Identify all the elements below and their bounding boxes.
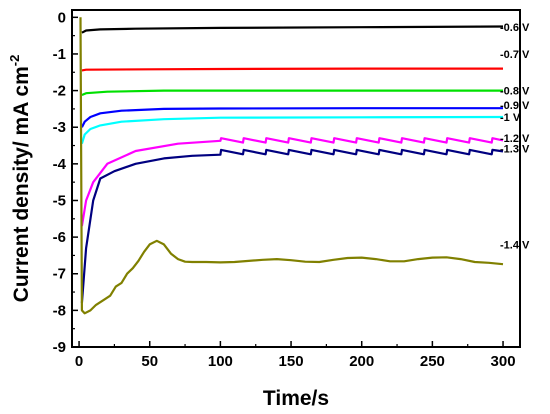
x-axis-title: Time/s	[263, 387, 329, 410]
x-tick-label: 100	[208, 353, 233, 370]
y-tick-label: -5	[53, 192, 66, 209]
plot-frame	[71, 9, 521, 348]
y-axis-title-main: Current density/ mA cm	[10, 66, 33, 302]
y-tick-label: -3	[53, 119, 66, 136]
series-line-5	[80, 137, 504, 227]
series-line-6	[80, 148, 504, 304]
y-tick-label: -4	[53, 156, 67, 173]
series-label: -0.7 V	[500, 49, 530, 61]
y-tick-label: -2	[53, 83, 66, 100]
series-line-4	[80, 115, 504, 145]
x-tick-label: 150	[279, 353, 304, 370]
series-line-3	[80, 107, 503, 128]
series-label: -0.6 V	[500, 22, 530, 34]
x-tick-label: 50	[141, 353, 158, 370]
series-label: -1.4 V	[500, 239, 530, 251]
y-tick-label: -8	[53, 302, 66, 319]
series-label: -0.8 V	[500, 86, 530, 98]
y-axis-title-superscript: -2	[7, 55, 22, 67]
series-label: -1.2 V	[500, 133, 530, 145]
y-tick-label: -7	[53, 266, 66, 283]
series-labels: -0.6 V -0.7 V -0.8 V -0.9 V-1 V -1.2 V-1.3 V…	[500, 22, 530, 251]
x-tick-label: 200	[349, 353, 374, 370]
ticks-layer: 0 50 100 150 200 250 300 0 -1 -2 -3 -4 -5 -6 -7 -8 -9	[53, 9, 516, 370]
series-line-0	[81, 25, 504, 34]
series-line-2	[81, 89, 503, 97]
y-tick-label: -6	[53, 229, 66, 246]
y-tick-label: -1	[53, 46, 66, 63]
series-line-1	[81, 67, 503, 72]
series-layer	[79, 17, 504, 315]
x-tick-label: 250	[420, 353, 445, 370]
x-tick-label: 300	[491, 353, 516, 370]
series-line-7	[79, 17, 504, 315]
series-label: -1 V	[500, 112, 521, 124]
y-axis-title: Current density/ mA cm-2	[7, 55, 33, 303]
series-label: -1.3 V	[500, 143, 530, 155]
series-label: -0.9 V	[500, 100, 530, 112]
y-tick-label: 0	[58, 9, 66, 26]
x-tick-label: 0	[75, 353, 83, 370]
y-tick-label: -9	[53, 339, 66, 356]
